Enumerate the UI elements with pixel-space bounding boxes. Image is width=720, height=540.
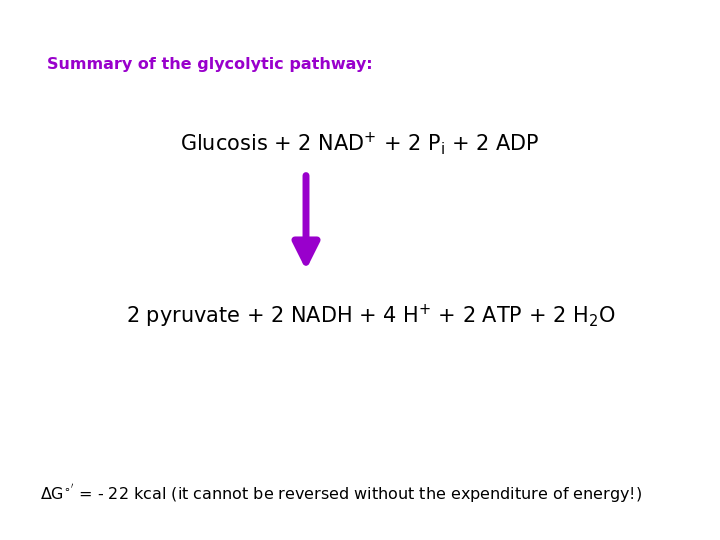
Text: Glucosis + 2 NAD$^{+}$ + 2 P$_{\mathregular{i}}$ + 2 ADP: Glucosis + 2 NAD$^{+}$ + 2 P$_{\mathregu… xyxy=(180,130,540,157)
Text: 2 pyruvate + 2 NADH + 4 H$^{+}$ + 2 ATP + 2 H$_{2}$O: 2 pyruvate + 2 NADH + 4 H$^{+}$ + 2 ATP … xyxy=(126,302,616,329)
Text: $\Delta$G$^{\circ'}$ = - 22 kcal (it cannot be reversed without the expenditure : $\Delta$G$^{\circ'}$ = - 22 kcal (it can… xyxy=(40,483,642,505)
Text: Summary of the glycolytic pathway:: Summary of the glycolytic pathway: xyxy=(47,57,372,72)
